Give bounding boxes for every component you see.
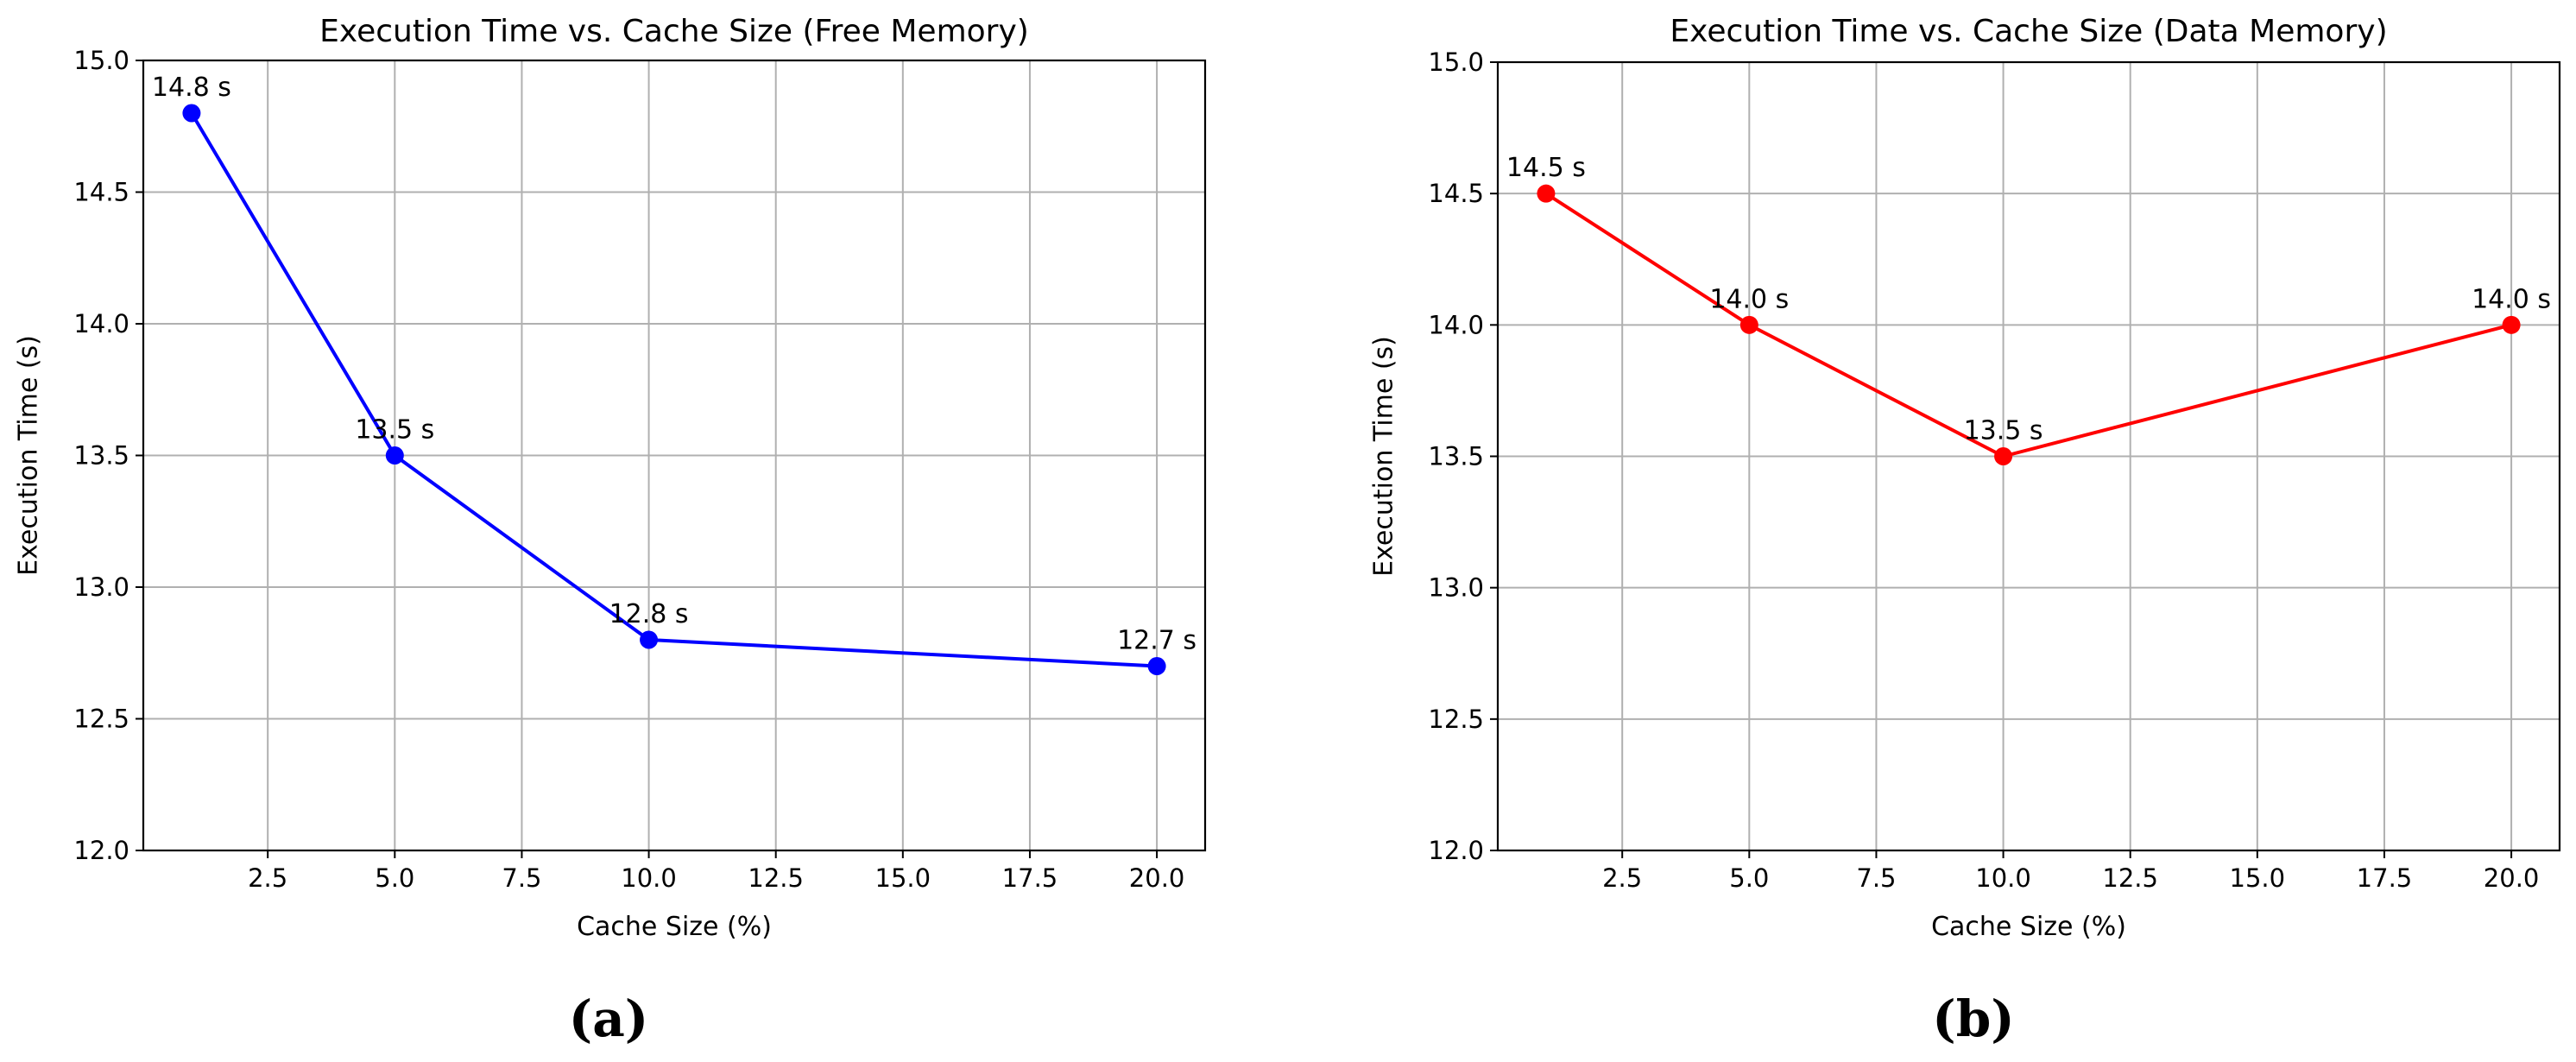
y-axis-label: Execution Time (s): [1369, 336, 1399, 577]
data-point: [2502, 315, 2521, 334]
panel-caption: (b): [1932, 989, 2014, 1048]
data-point: [1147, 657, 1166, 675]
data-label: 14.0 s: [2472, 284, 2551, 314]
y-tick-label: 15.0: [1428, 47, 1484, 77]
x-tick-label: 5.0: [375, 863, 414, 893]
data-label: 12.8 s: [609, 599, 689, 629]
chart-title: Execution Time vs. Cache Size (Data Memo…: [1670, 14, 2387, 49]
data-label: 13.5 s: [355, 415, 434, 446]
data-label: 14.0 s: [1709, 284, 1789, 314]
x-tick-label: 7.5: [502, 863, 541, 893]
data-label: 14.8 s: [152, 73, 231, 103]
data-point: [1994, 447, 2013, 465]
series-line: [190, 111, 1158, 668]
y-tick-label: 12.0: [73, 836, 129, 865]
y-tick-label: 14.0: [73, 309, 129, 338]
chart-title: Execution Time vs. Cache Size (Free Memo…: [319, 14, 1029, 49]
y-tick-label: 12.5: [73, 705, 129, 734]
data-point: [182, 104, 201, 123]
x-tick-label: 15.0: [2230, 863, 2286, 893]
x-tick-label: 17.5: [2357, 863, 2413, 893]
y-axis-label: Execution Time (s): [14, 335, 44, 576]
data-point: [385, 446, 404, 465]
x-tick-label: 15.0: [875, 863, 931, 893]
x-tick-label: 12.5: [2102, 863, 2158, 893]
x-tick-label: 12.5: [748, 863, 804, 893]
series-line: [1544, 192, 2512, 458]
panel-b-data-memory: 2.5 5.0 7.5 10.0 12.5 15.0 17.5 20.0 12.0 12.5 13.…: [1369, 14, 2561, 1048]
y-tick-label: 12.0: [1428, 836, 1484, 865]
x-tick-label: 20.0: [2484, 863, 2540, 893]
data-label: 14.5 s: [1506, 153, 1586, 183]
x-tick-label: 20.0: [1129, 863, 1185, 893]
y-tick-label: 14.5: [1428, 179, 1484, 208]
panel-a-free-memory: 2.5 5.0 7.5 10.0 12.5 15.0 17.5 20.0 12.0 12.5 13.…: [14, 14, 1207, 1048]
y-tick-label: 14.0: [1428, 310, 1484, 339]
panel-caption: (a): [569, 989, 648, 1048]
y-tick-label: 13.5: [1428, 442, 1484, 471]
x-axis-label: Cache Size (%): [1931, 912, 2126, 942]
data-point: [1537, 184, 1556, 203]
data-point: [640, 630, 659, 649]
y-tick-label: 13.0: [73, 572, 129, 602]
y-tick-label: 13.5: [73, 441, 129, 471]
y-tick-label: 12.5: [1428, 705, 1484, 734]
x-tick-label: 10.0: [1975, 863, 2031, 893]
x-tick-label: 2.5: [248, 863, 287, 893]
data-label: 13.5 s: [1964, 416, 2043, 446]
data-point: [1739, 315, 1758, 334]
x-tick-label: 5.0: [1729, 863, 1769, 893]
x-tick-label: 10.0: [621, 863, 677, 893]
y-tick-label: 15.0: [73, 46, 129, 75]
x-axis-label: Cache Size (%): [577, 912, 772, 942]
y-tick-label: 14.5: [73, 178, 129, 207]
y-tick-label: 13.0: [1428, 573, 1484, 603]
x-tick-label: 7.5: [1856, 863, 1896, 893]
x-tick-label: 17.5: [1002, 863, 1058, 893]
data-label: 12.7 s: [1117, 626, 1196, 656]
x-tick-label: 2.5: [1602, 863, 1642, 893]
